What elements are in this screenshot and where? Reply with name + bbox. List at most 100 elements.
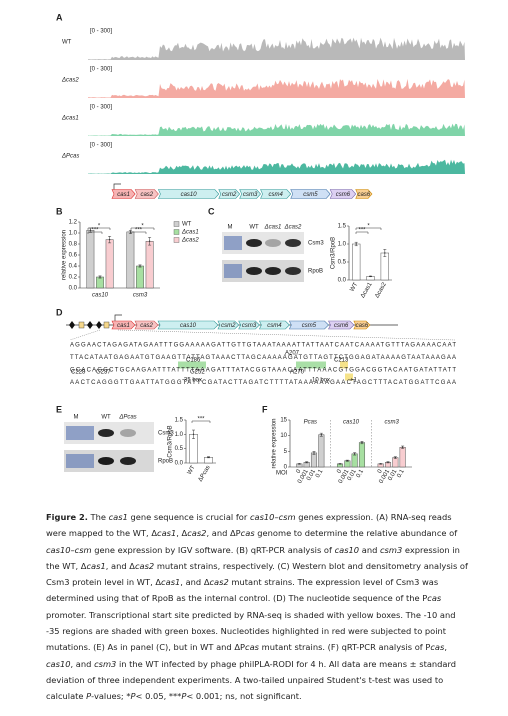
- ladder: [224, 236, 242, 250]
- data-point: [387, 461, 389, 463]
- significance-bracket: [355, 227, 382, 230]
- significance-bracket: [130, 227, 155, 230]
- y-axis-label: Csm3/RpoB: [168, 425, 174, 457]
- sequence-highlight: [340, 361, 348, 369]
- ladder: [224, 264, 242, 278]
- caption-text: genes expression. (A) RNA-seq reads were…: [46, 512, 452, 539]
- sequence-annotation: -10 box: [310, 378, 330, 384]
- y-tick-label: 1.2: [69, 220, 78, 226]
- caption-text: P: [86, 691, 92, 702]
- data-point: [89, 229, 92, 231]
- gene-label: cas10: [181, 192, 198, 198]
- data-point: [139, 265, 141, 267]
- gene-label: csm2: [222, 192, 237, 198]
- element-diamond: [87, 321, 93, 329]
- x-tick-label: 0.1: [356, 468, 366, 479]
- element-diamond: [96, 321, 102, 329]
- y-tick-label: 0.4: [69, 264, 78, 270]
- bar: [399, 447, 406, 468]
- bar: [105, 239, 114, 289]
- ladder: [66, 454, 94, 468]
- y-tick-label: 0.6: [69, 253, 78, 259]
- caption-text: cas2: [209, 577, 229, 588]
- sequence-line: AACTCAGGGTTGAATTATGGGTATTCGATACTTAGATCTT…: [70, 380, 456, 386]
- caption-text: cas10: [46, 658, 71, 669]
- significance-label: ***: [135, 228, 143, 234]
- caption-text: csm3: [94, 658, 117, 669]
- gene-arrow: [111, 320, 136, 330]
- sequence-annotation: C228: [71, 370, 86, 376]
- y-tick-label: 10: [280, 433, 287, 439]
- gene-arrow: [329, 189, 357, 199]
- data-point: [320, 434, 323, 436]
- panel-label: E: [56, 404, 62, 414]
- x-tick-label: 0: [377, 468, 384, 474]
- element-box: [78, 321, 85, 329]
- bar: [344, 460, 351, 468]
- lane-label: M: [74, 415, 79, 421]
- caption-text: and: [359, 544, 380, 555]
- data-point: [361, 441, 363, 444]
- track-range: [0 - 300]: [90, 143, 112, 149]
- gene-arrow: [157, 189, 220, 199]
- sequence-annotation: C186: [186, 358, 201, 364]
- y-tick-label: 5: [284, 449, 288, 455]
- promoter-arrow: [113, 183, 121, 191]
- legend-label: WT: [182, 222, 192, 228]
- x-tick-label: 0.01: [347, 468, 358, 482]
- legend-label: Δcas2: [181, 238, 199, 244]
- bar: [310, 452, 318, 468]
- sequence-line: AGGAACTAGAGATAGAATTTGGAAAAAGATTGTTGTAAAT…: [70, 343, 456, 349]
- x-tick-label: Δcas1: [360, 281, 374, 299]
- legend-label: Δcas1: [181, 230, 199, 236]
- ladder: [66, 426, 94, 440]
- panel-label: F: [262, 404, 268, 414]
- y-tick-label: 15: [280, 418, 287, 424]
- lane-label: ΔPcas: [118, 415, 136, 421]
- caption-text: cas10: [334, 544, 360, 555]
- coverage-track: [88, 159, 465, 174]
- lane-label: WT: [249, 225, 259, 231]
- bar: [96, 276, 104, 289]
- track-label: Δcas2: [61, 78, 79, 84]
- caption-text: gene sequence is crucial for: [127, 512, 250, 522]
- gene-label: cas2: [140, 323, 153, 329]
- bar: [204, 457, 213, 464]
- element-diamond: [69, 321, 75, 329]
- gene-label: csm6: [336, 192, 351, 198]
- blot-band: [285, 239, 301, 247]
- lane-label: Δcas2: [284, 225, 302, 231]
- significance-bracket: [355, 231, 369, 234]
- panel-label: D: [56, 307, 63, 317]
- gene-label: cas6: [356, 323, 369, 329]
- caption-text: mutant strains, respectively. (C) Wester…: [46, 560, 468, 588]
- data-point: [99, 276, 101, 278]
- blot-band: [246, 267, 262, 275]
- blot-band: [98, 429, 114, 437]
- data-point: [298, 463, 301, 465]
- sequence-annotation: C213: [334, 358, 349, 364]
- x-tick-label: 0.01: [306, 468, 317, 482]
- group-label: cas10: [343, 420, 360, 426]
- x-tick-label: WT: [349, 281, 359, 292]
- caption-text: , Δ: [176, 528, 188, 539]
- y-tick-label: 0.2: [69, 275, 78, 281]
- blot-band: [120, 429, 136, 437]
- gene-arrow: [353, 320, 371, 330]
- gene-arrow: [134, 189, 159, 199]
- caption-text: , and Δ: [180, 577, 210, 588]
- blot-band: [265, 267, 281, 275]
- gene-label: cas1: [117, 192, 130, 198]
- data-point: [353, 453, 356, 455]
- significance-label: ***: [197, 417, 205, 423]
- data-point: [108, 238, 111, 241]
- zoom-lines: [69, 329, 456, 341]
- sequence-annotation: G252: [190, 370, 205, 376]
- gene-label: csm4: [268, 192, 283, 198]
- lane-label: Δcas1: [264, 225, 282, 231]
- gene-arrow: [238, 320, 260, 330]
- gene-label: cas10: [180, 323, 197, 329]
- bar: [380, 252, 390, 281]
- y-tick-label: 0.0: [338, 278, 347, 284]
- caption-text: cas2: [134, 560, 155, 571]
